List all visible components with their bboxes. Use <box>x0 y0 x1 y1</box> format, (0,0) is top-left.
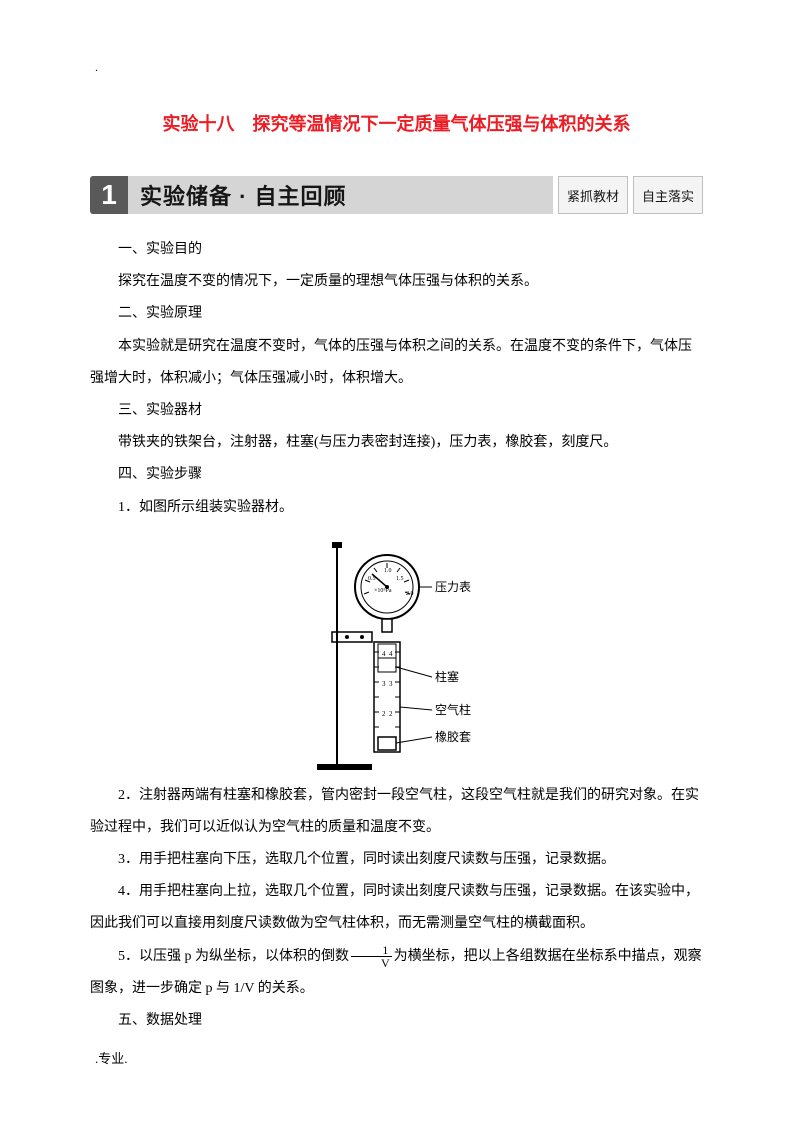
svg-text:1.0: 1.0 <box>384 568 392 574</box>
section-banner: 1 实验储备 · 自主回顾 紧抓教材 自主落实 <box>90 176 703 214</box>
footer-text: .专业. <box>95 1048 128 1067</box>
gauge-unit: ×10⁵Pa <box>374 588 392 594</box>
section-4-heading: 四、实验步骤 <box>90 459 703 491</box>
section-2-para: 本实验就是研究在温度不变时，气体的压强与体积之间的关系。在温度不变的条件下，气体… <box>90 331 703 395</box>
svg-text:1.5: 1.5 <box>396 576 404 582</box>
label-rubber: 橡胶套 <box>435 729 471 744</box>
fraction-1v: 1V <box>351 944 392 969</box>
svg-text:4: 4 <box>389 650 393 658</box>
section-3-heading: 三、实验器材 <box>90 395 703 427</box>
page-title: 实验十八 探究等温情况下一定质量气体压强与体积的关系 <box>90 110 703 136</box>
apparatus-svg: 0.5 1.0 1.5 2.0 ×10⁵Pa 44 <box>292 532 502 772</box>
step-4: 4．用手把柱塞向上拉，选取几个位置，同时读出刻度尺读数与压强，记录数据。在该实验… <box>90 876 703 940</box>
apparatus-diagram: 0.5 1.0 1.5 2.0 ×10⁵Pa 44 <box>90 532 703 772</box>
svg-text:4: 4 <box>382 650 386 658</box>
section-1-heading: 一、实验目的 <box>90 234 703 266</box>
section-1-para: 探究在温度不变的情况下，一定质量的理想气体压强与体积的关系。 <box>90 266 703 298</box>
svg-text:2: 2 <box>382 710 386 718</box>
label-gauge: 压力表 <box>435 580 471 594</box>
step-2: 2．注射器两端有柱塞和橡胶套，管内密封一段空气柱，这段空气柱就是我们的研究对象。… <box>90 780 703 844</box>
banner-main-text: 实验储备 · 自主回顾 <box>128 176 553 214</box>
section-5-heading: 五、数据处理 <box>90 1005 703 1037</box>
banner-tag-2: 自主落实 <box>633 176 703 214</box>
svg-text:3: 3 <box>389 680 393 688</box>
step-1: 1．如图所示组装实验器材。 <box>90 492 703 524</box>
step-3: 3．用手把柱塞向下压，选取几个位置，同时读出刻度尺读数与压强，记录数据。 <box>90 844 703 876</box>
section-2-heading: 二、实验原理 <box>90 298 703 330</box>
svg-text:3: 3 <box>382 680 386 688</box>
label-plunger: 柱塞 <box>435 669 459 684</box>
section-3-para: 带铁夹的铁架台，注射器，柱塞(与压力表密封连接)，压力表，橡胶套，刻度尺。 <box>90 427 703 459</box>
top-dot: . <box>95 60 98 75</box>
body-content: 一、实验目的 探究在温度不变的情况下，一定质量的理想气体压强与体积的关系。 二、… <box>90 234 703 1037</box>
svg-text:2.0: 2.0 <box>406 591 414 597</box>
banner-number: 1 <box>90 176 128 214</box>
step-5: 5．以压强 p 为纵坐标，以体积的倒数1V为横坐标，把以上各组数据在坐标系中描点… <box>90 941 703 1005</box>
svg-text:2: 2 <box>389 710 393 718</box>
label-air: 空气柱 <box>435 702 471 717</box>
banner-tag-1: 紧抓教材 <box>558 176 628 214</box>
